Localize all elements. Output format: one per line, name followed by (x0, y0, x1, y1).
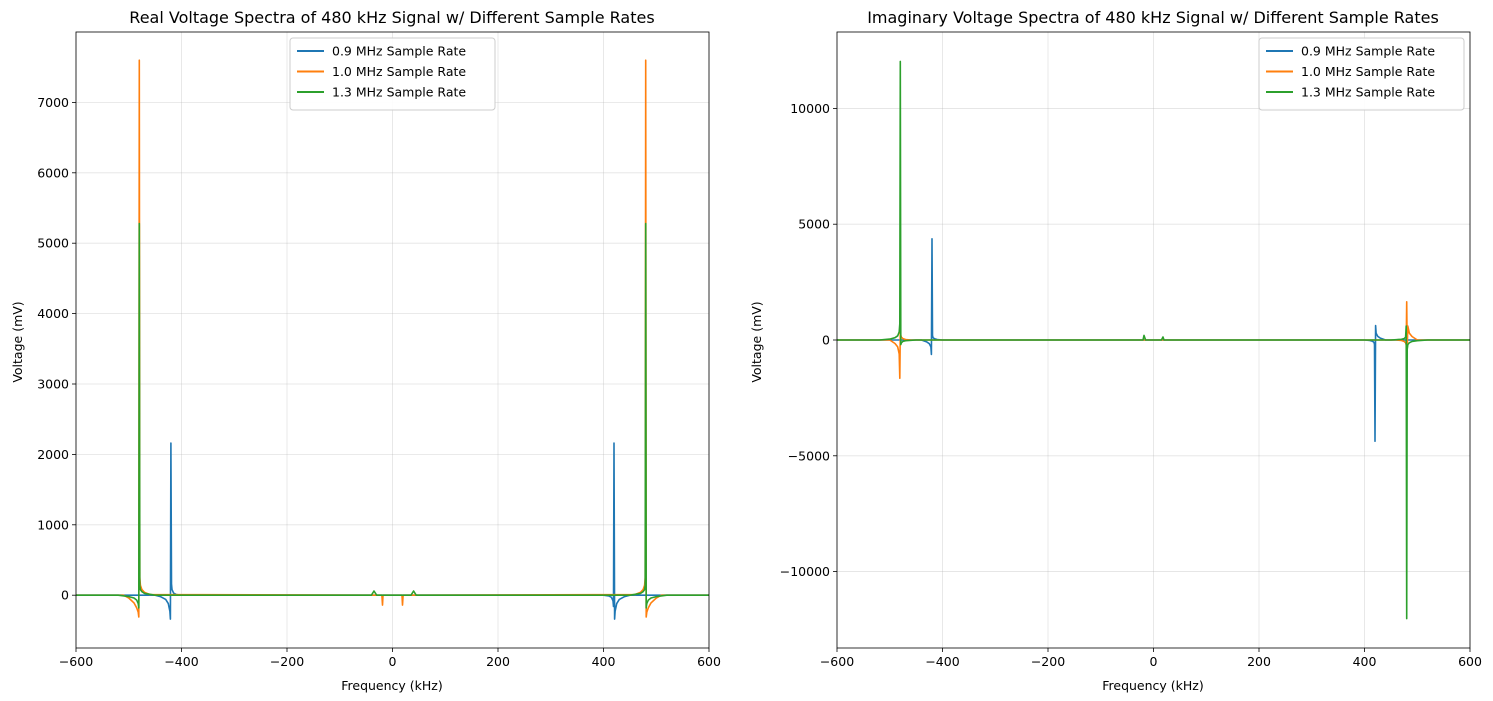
x-tick-label: −600 (59, 654, 93, 669)
x-tick-label: −400 (925, 654, 959, 669)
y-tick-label: 7000 (37, 95, 69, 110)
y-tick-label: 5000 (37, 236, 69, 251)
y-tick-label: 3000 (37, 377, 69, 392)
x-tick-label: −200 (1031, 654, 1065, 669)
imaginary-spectrum-chart: Imaginary Voltage Spectra of 480 kHz Sig… (749, 8, 1482, 693)
legend: 0.9 MHz Sample Rate 1.0 MHz Sample Rate 1.… (1258, 37, 1465, 111)
legend-label: 1.0 MHz Sample Rate (332, 64, 466, 79)
x-tick-label: 0 (389, 654, 397, 669)
x-axis-label: Frequency (kHz) (1102, 678, 1204, 693)
y-axis-label: Voltage (mV) (749, 301, 764, 382)
x-tick-label: 400 (592, 654, 616, 669)
legend-label: 1.3 MHz Sample Rate (332, 85, 466, 100)
y-tick-label: 2000 (37, 447, 69, 462)
y-tick-label: −10000 (780, 564, 830, 579)
real-spectrum-chart: Real Voltage Spectra of 480 kHz Signal w… (10, 8, 721, 693)
x-tick-label: 600 (697, 654, 721, 669)
legend-label: 1.0 MHz Sample Rate (1301, 64, 1435, 79)
y-tick-label: 4000 (37, 306, 69, 321)
plot-frame (75, 31, 710, 649)
series-group (76, 59, 709, 620)
y-tick-label: 6000 (37, 165, 69, 180)
x-tick-label: −600 (820, 654, 854, 669)
legend: 0.9 MHz Sample Rate 1.0 MHz Sample Rate 1.… (289, 37, 496, 111)
y-tick-label: −5000 (788, 448, 830, 463)
legend-label: 1.3 MHz Sample Rate (1301, 85, 1435, 100)
x-tick-label: 0 (1150, 654, 1158, 669)
chart-title: Imaginary Voltage Spectra of 480 kHz Sig… (867, 8, 1439, 27)
x-tick-label: −400 (164, 654, 198, 669)
y-tick-label: 0 (822, 333, 830, 348)
legend-box (1258, 37, 1465, 111)
x-tick-label: −200 (270, 654, 304, 669)
x-tick-label: 600 (1458, 654, 1482, 669)
chart-title: Real Voltage Spectra of 480 kHz Signal w… (129, 8, 654, 27)
y-tick-label: 1000 (37, 517, 69, 532)
series-line-1-3-mhz-sample-rate (837, 60, 1470, 620)
x-axis-label: Frequency (kHz) (341, 678, 443, 693)
series-group (837, 60, 1470, 620)
legend-label: 0.9 MHz Sample Rate (332, 44, 466, 59)
x-tick-label: 200 (1247, 654, 1271, 669)
legend-box (289, 37, 496, 111)
plot-frame (836, 31, 1471, 649)
legend-label: 0.9 MHz Sample Rate (1301, 44, 1435, 59)
series-line-1-3-mhz-sample-rate (76, 222, 709, 609)
y-tick-label: 0 (61, 588, 69, 603)
y-axis-label: Voltage (mV) (10, 301, 25, 382)
y-tick-label: 10000 (790, 101, 830, 116)
x-tick-label: 200 (486, 654, 510, 669)
y-tick-label: 5000 (798, 217, 830, 232)
x-tick-label: 400 (1353, 654, 1377, 669)
